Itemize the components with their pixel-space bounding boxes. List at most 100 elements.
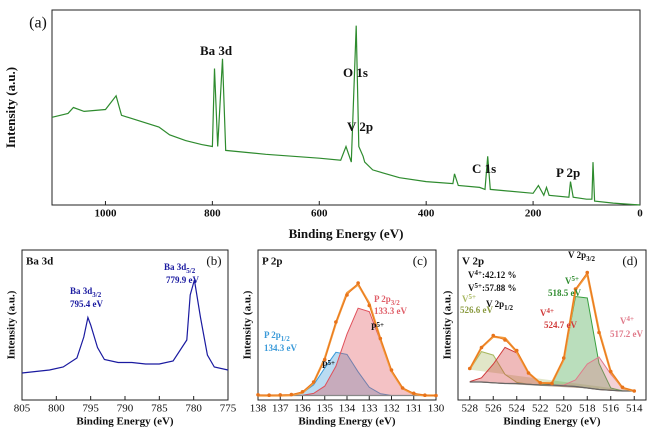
y-axis-label: Intensity (a.u.) — [6, 290, 18, 359]
panel: 805 800 795 790 785 780 775 Binding Energy (eV)… — [6, 249, 237, 428]
data-point — [514, 348, 519, 353]
annotation-sup: 5+ — [572, 275, 580, 283]
annotation: P 2p — [556, 165, 580, 180]
annotation-text: P — [371, 322, 377, 332]
panel: 1000 800 600 400 200 0 Binding Energy (eV) Inte… — [3, 9, 643, 241]
panel-label: (c) — [413, 253, 427, 268]
data-point — [378, 336, 383, 341]
x-tick-label: 805 — [14, 403, 31, 415]
annotation: C 1s — [472, 161, 496, 176]
annotation-sup: 5+ — [328, 359, 336, 367]
annotation-text: P — [322, 360, 328, 370]
annotation-text: V 2p — [347, 119, 373, 134]
annotation-sub: 1/2 — [281, 335, 290, 343]
annotation-text: V — [462, 294, 469, 304]
annotation-text: 795.4 eV — [70, 299, 103, 309]
annotation-text: C 1s — [472, 161, 496, 176]
annotation: 133.3 eV — [374, 306, 407, 316]
x-tick-label: 800 — [48, 403, 65, 415]
data-point — [620, 385, 625, 390]
annotation: P5+ — [322, 359, 335, 370]
annotation-text: V 2p — [568, 250, 586, 260]
annotation-text: P 2p — [374, 294, 391, 304]
panel: 138 137 136 135 134 133 132 131 130 Binding Energ… — [242, 249, 445, 428]
x-tick-label: 137 — [272, 403, 289, 415]
annotation: V4+ — [540, 307, 554, 318]
annotation: V4+:42.12 % — [468, 269, 517, 280]
y-axis-label: Intensity (a.u.) — [3, 67, 18, 148]
data-point — [526, 371, 531, 375]
data-point — [503, 338, 507, 342]
x-tick-label: 132 — [383, 403, 400, 415]
data-point — [538, 380, 543, 385]
spectrum-line — [51, 25, 641, 206]
annotation-text: 779.9 eV — [166, 275, 199, 285]
data-point — [597, 330, 601, 335]
plot-frame — [51, 9, 641, 206]
data-point — [389, 368, 394, 372]
plot-frame — [457, 249, 647, 401]
annotation: Ba 3d3/2 — [70, 286, 102, 299]
data-point — [585, 270, 590, 275]
panel-label: (b) — [206, 253, 221, 268]
data-point — [356, 281, 360, 285]
annotation: V5+ — [565, 275, 579, 286]
x-tick-label: 785 — [151, 403, 168, 415]
component-fill — [258, 352, 436, 396]
component-fill — [469, 296, 635, 391]
x-tick-label: 200 — [525, 208, 542, 220]
annotation-text: V — [620, 316, 627, 326]
annotation-text: 134.3 eV — [264, 343, 297, 353]
plot-frame — [21, 249, 229, 401]
annotation: 518.5 eV — [548, 288, 581, 298]
panel-label: (d) — [622, 253, 637, 268]
annotation: V4+ — [620, 315, 634, 326]
data-point — [608, 369, 613, 374]
data-point — [411, 391, 416, 396]
x-tick-label: 400 — [418, 208, 435, 220]
annotation-sup: 4+ — [475, 269, 483, 277]
x-tick-label: 775 — [220, 403, 237, 415]
annotation-sup: 4+ — [627, 315, 635, 323]
x-tick-label: 600 — [311, 208, 328, 220]
annotation-text: V 2p — [486, 299, 504, 309]
data-point — [550, 381, 554, 386]
annotation: 795.4 eV — [70, 299, 103, 309]
annotation-text: Ba 3d — [200, 43, 233, 58]
x-axis-label: Binding Energy (eV) — [76, 416, 174, 428]
data-point — [561, 356, 566, 360]
annotation-text: 518.5 eV — [548, 288, 581, 298]
annotation: V 2p3/2 — [568, 250, 596, 263]
x-axis-label: Binding Energy (eV) — [298, 416, 396, 428]
x-tick-label: 130 — [428, 403, 445, 415]
component-fill — [469, 357, 635, 391]
x-tick-label: 138 — [250, 403, 267, 415]
x-tick-label: 131 — [406, 403, 423, 415]
annotation: 134.3 eV — [264, 343, 297, 353]
x-tick-label: 526 — [485, 403, 502, 415]
annotation-text: Ba 3d — [70, 286, 92, 296]
y-axis-label: Intensity (a.u.) — [242, 290, 254, 359]
annotation: P5+ — [371, 321, 384, 332]
data-point — [334, 320, 338, 324]
annotation-sub: 5/2 — [186, 267, 195, 275]
annotation-sup: 5+ — [475, 282, 483, 290]
annotation-sup: 5+ — [377, 321, 385, 329]
data-point — [400, 386, 405, 390]
annotation-sub: 3/2 — [391, 299, 400, 307]
x-tick-label: 134 — [339, 403, 356, 415]
annotation: Ba 3d — [200, 43, 233, 58]
x-tick-label: 520 — [556, 403, 573, 415]
x-tick-label: 795 — [82, 403, 99, 415]
data-point — [467, 366, 472, 371]
x-tick-label: 0 — [637, 208, 643, 220]
panel-label: (a) — [29, 15, 47, 32]
data-point — [491, 333, 496, 338]
data-point — [479, 345, 484, 350]
data-point — [289, 392, 294, 397]
annotation: 526.6 eV — [460, 305, 493, 315]
x-tick-label: 518 — [579, 403, 596, 415]
data-point — [322, 357, 327, 362]
